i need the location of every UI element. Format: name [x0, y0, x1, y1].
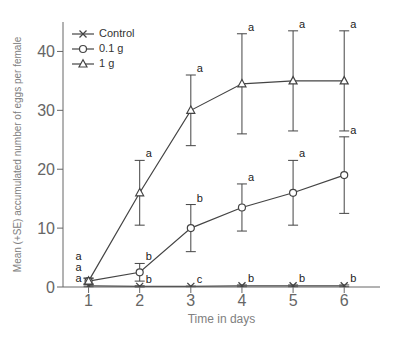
svg-text:a: a [350, 124, 357, 136]
svg-text:4: 4 [237, 292, 246, 309]
svg-text:10: 10 [37, 220, 55, 237]
svg-text:b: b [197, 192, 203, 204]
svg-text:0: 0 [46, 279, 55, 296]
svg-text:2: 2 [135, 292, 144, 309]
svg-text:a: a [248, 171, 255, 183]
html-text:Control: Control [99, 27, 135, 39]
svg-text:a: a [75, 261, 82, 273]
svg-text:a: a [75, 250, 82, 262]
svg-text:a: a [75, 272, 82, 284]
html-text:1 g: 1 g [99, 57, 115, 69]
svg-text:6: 6 [340, 292, 349, 309]
svg-text:a: a [299, 147, 306, 159]
svg-text:a: a [248, 21, 255, 33]
svg-text:b: b [146, 250, 152, 262]
svg-text:b: b [350, 272, 356, 284]
svg-text:5: 5 [289, 292, 298, 309]
svg-text:30: 30 [37, 102, 55, 119]
svg-text:a: a [197, 62, 204, 74]
svg-text:b: b [248, 272, 254, 284]
svg-text:a: a [350, 18, 357, 30]
svg-text:c: c [197, 273, 203, 285]
svg-text:Time in days: Time in days [188, 312, 256, 326]
svg-text:a: a [146, 147, 153, 159]
svg-text:b: b [299, 272, 305, 284]
svg-text:a: a [299, 18, 306, 30]
svg-text:b: b [146, 273, 152, 285]
svg-text:40: 40 [37, 43, 55, 60]
svg-text:3: 3 [186, 292, 195, 309]
svg-text:1: 1 [84, 292, 93, 309]
html-text:0.1 g: 0.1 g [99, 42, 124, 54]
svg-text:Mean (+SE) accumulated number: Mean (+SE) accumulated number of eggs pe… [12, 36, 23, 272]
svg-text:20: 20 [37, 161, 55, 178]
